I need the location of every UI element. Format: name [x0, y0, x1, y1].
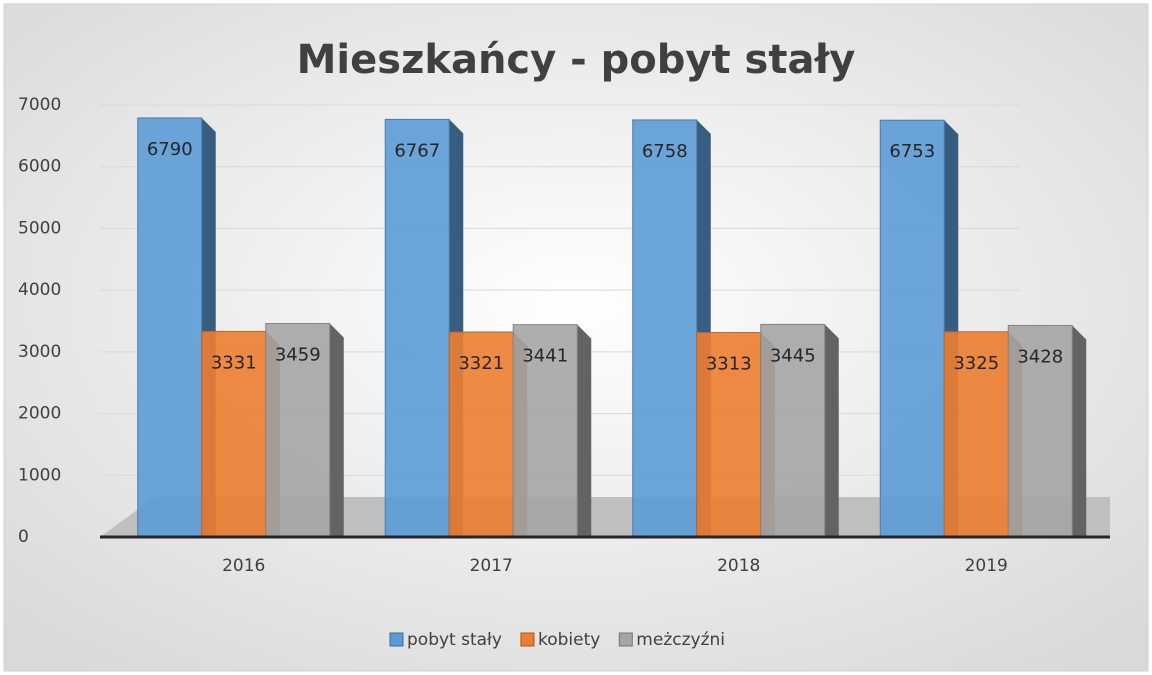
- data-label: 6790: [147, 139, 193, 160]
- data-label: 3445: [770, 345, 816, 366]
- y-tick-label: 5000: [18, 218, 61, 238]
- bar: [137, 117, 203, 538]
- bar: [632, 119, 698, 538]
- bar-side: [1072, 325, 1087, 537]
- y-tick-label: 4000: [18, 280, 61, 300]
- legend-swatch: [389, 632, 404, 647]
- x-tick-label: 2019: [965, 556, 1008, 576]
- data-label: 6753: [889, 141, 935, 162]
- bar: [1007, 324, 1073, 538]
- y-tick-label: 2000: [18, 404, 61, 424]
- legend-swatch: [520, 632, 535, 647]
- data-label: 6758: [642, 141, 688, 162]
- data-label: 6767: [394, 140, 440, 161]
- legend-label: kobiety: [538, 630, 600, 650]
- floor: [100, 497, 1110, 537]
- chart-title: Mieszkańcy - pobyt stały: [297, 37, 856, 83]
- data-label: 3313: [706, 354, 752, 375]
- data-label: 3428: [1017, 346, 1063, 367]
- x-tick-label: 2017: [470, 556, 513, 576]
- legend: pobyt stały kobiety meżczyźni: [389, 630, 725, 650]
- bar: [265, 323, 331, 538]
- bar: [943, 331, 1009, 538]
- data-label: 3459: [275, 345, 321, 366]
- bar: [201, 330, 267, 538]
- bar: [696, 332, 762, 538]
- data-label: 3441: [522, 346, 568, 367]
- y-tick-label: 0: [18, 527, 29, 547]
- bar: [512, 324, 578, 538]
- y-tick-label: 1000: [18, 465, 61, 485]
- y-tick-label: 7000: [18, 95, 61, 115]
- bar-side: [329, 323, 344, 537]
- bar: [448, 331, 514, 538]
- bar-side: [824, 324, 839, 537]
- x-tick-label: 2018: [717, 556, 760, 576]
- y-tick-label: 3000: [18, 342, 61, 362]
- bar: [384, 118, 450, 538]
- data-label: 3325: [953, 353, 999, 374]
- bar: [760, 323, 826, 538]
- legend-label: meżczyźni: [636, 630, 725, 650]
- legend-label: pobyt stały: [407, 630, 502, 650]
- bar-side: [577, 324, 592, 537]
- y-tick-label: 6000: [18, 157, 61, 177]
- data-label: 3321: [458, 353, 504, 374]
- legend-swatch: [618, 632, 633, 647]
- bar: [879, 119, 945, 538]
- plot-area: 0 1000 2000 3000 4000 5000 6000 7000 2016 6790 333…: [18, 95, 1087, 576]
- x-tick-label: 2016: [222, 556, 265, 576]
- data-label: 3331: [211, 352, 257, 373]
